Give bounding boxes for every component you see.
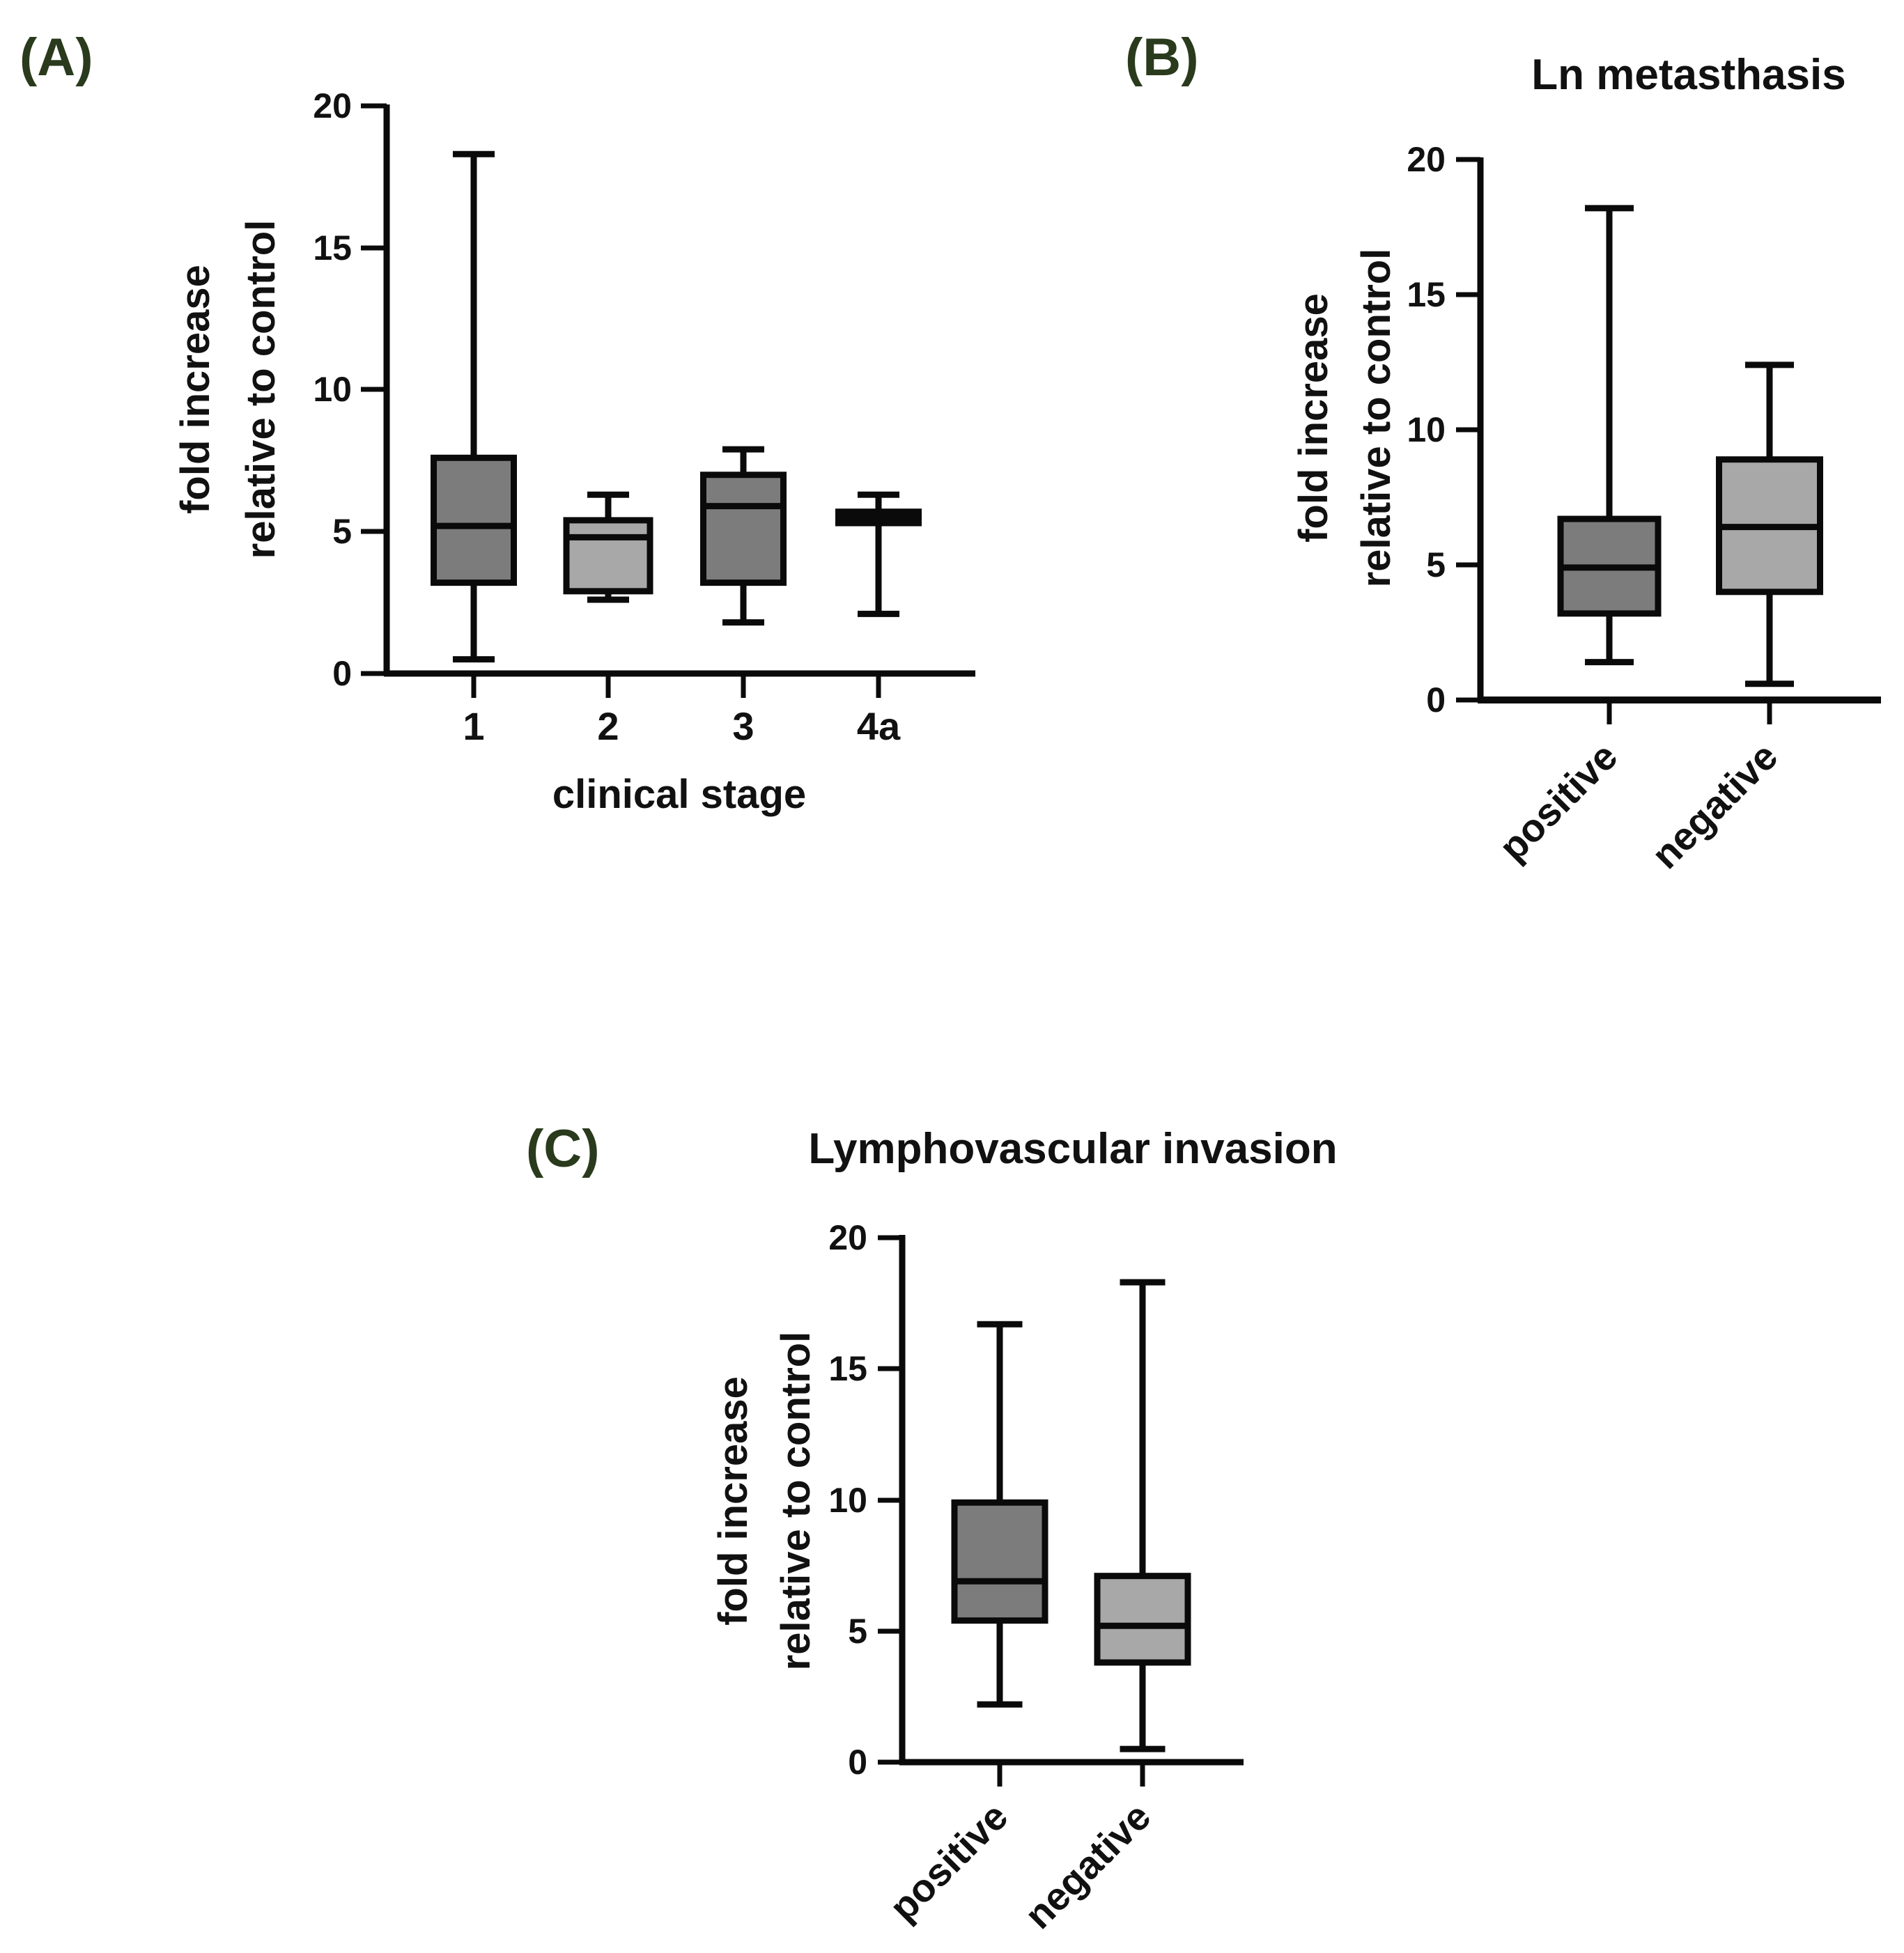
boxes-b <box>1557 205 1823 687</box>
y-tick-label-a-15: 15 <box>313 228 352 267</box>
y-tick-label-b-5: 5 <box>1426 545 1446 584</box>
x-category-a-3: 3 <box>732 704 754 748</box>
chart-b: (B) Ln metasthasis 20 15 10 5 0 positive… <box>1125 28 1881 877</box>
chart-title-c: Lymphovascular invasion <box>808 1125 1337 1173</box>
box-2 <box>563 517 653 595</box>
chart-title-b: Ln metasthasis <box>1531 51 1845 99</box>
y-tick-label-c-10: 10 <box>828 1481 867 1520</box>
x-axis-title-a: clinical stage <box>552 772 806 817</box>
y-axis-title-c: fold increase relative to control <box>711 1332 819 1671</box>
x-category-a-4a: 4a <box>857 704 901 748</box>
y-tick-label-c-5: 5 <box>848 1612 867 1651</box>
chart-c: (C) Lymphovascular invasion 20 15 10 5 0… <box>526 1119 1338 1937</box>
y-tick-label-a-10: 10 <box>313 370 352 409</box>
y-axis-title-b-line1: fold increase <box>1291 293 1336 543</box>
y-tick-label-c-20: 20 <box>828 1218 867 1257</box>
y-tick-label-c-15: 15 <box>828 1349 867 1388</box>
y-axis-title-b-line2: relative to control <box>1354 249 1399 588</box>
y-axis-title-b: fold increase relative to control <box>1291 249 1399 588</box>
y-axis-title-a-line1: fold increase <box>173 265 218 514</box>
boxes-c <box>951 1279 1191 1752</box>
box-positive <box>951 1499 1048 1624</box>
x-category-c-positive: positive <box>881 1794 1016 1929</box>
y-tick-label-a-20: 20 <box>313 86 352 125</box>
boxes-a <box>431 150 922 663</box>
y-axis-title-a: fold increase relative to control <box>173 220 284 559</box>
y-axis-title-c-line2: relative to control <box>773 1332 819 1671</box>
x-category-b-negative: negative <box>1643 734 1786 877</box>
y-tick-label-c-0: 0 <box>848 1743 867 1782</box>
y-tick-label-a-0: 0 <box>332 654 352 693</box>
panel-label-b: (B) <box>1125 28 1199 87</box>
x-category-a-2: 2 <box>597 704 619 748</box>
y-axis-title-c-line1: fold increase <box>711 1376 756 1626</box>
y-tick-label-b-15: 15 <box>1407 275 1446 314</box>
y-tick-label-b-20: 20 <box>1407 140 1446 179</box>
x-category-c-negative: negative <box>1016 1794 1159 1937</box>
x-category-a-1: 1 <box>463 704 484 748</box>
x-category-b-positive: positive <box>1490 734 1625 869</box>
box-1 <box>431 454 517 586</box>
y-tick-label-a-5: 5 <box>332 512 352 551</box>
panel-label-c: (C) <box>526 1119 600 1178</box>
box-negative <box>1094 1573 1191 1666</box>
y-axis-title-a-line2: relative to control <box>238 220 284 559</box>
y-tick-label-b-10: 10 <box>1407 410 1446 449</box>
chart-a: (A) 20 15 10 5 0 1 2 3 4a clinical stage… <box>20 28 975 817</box>
panel-label-a: (A) <box>20 28 93 87</box>
box-3 <box>700 472 787 586</box>
y-tick-label-b-0: 0 <box>1426 680 1446 719</box>
